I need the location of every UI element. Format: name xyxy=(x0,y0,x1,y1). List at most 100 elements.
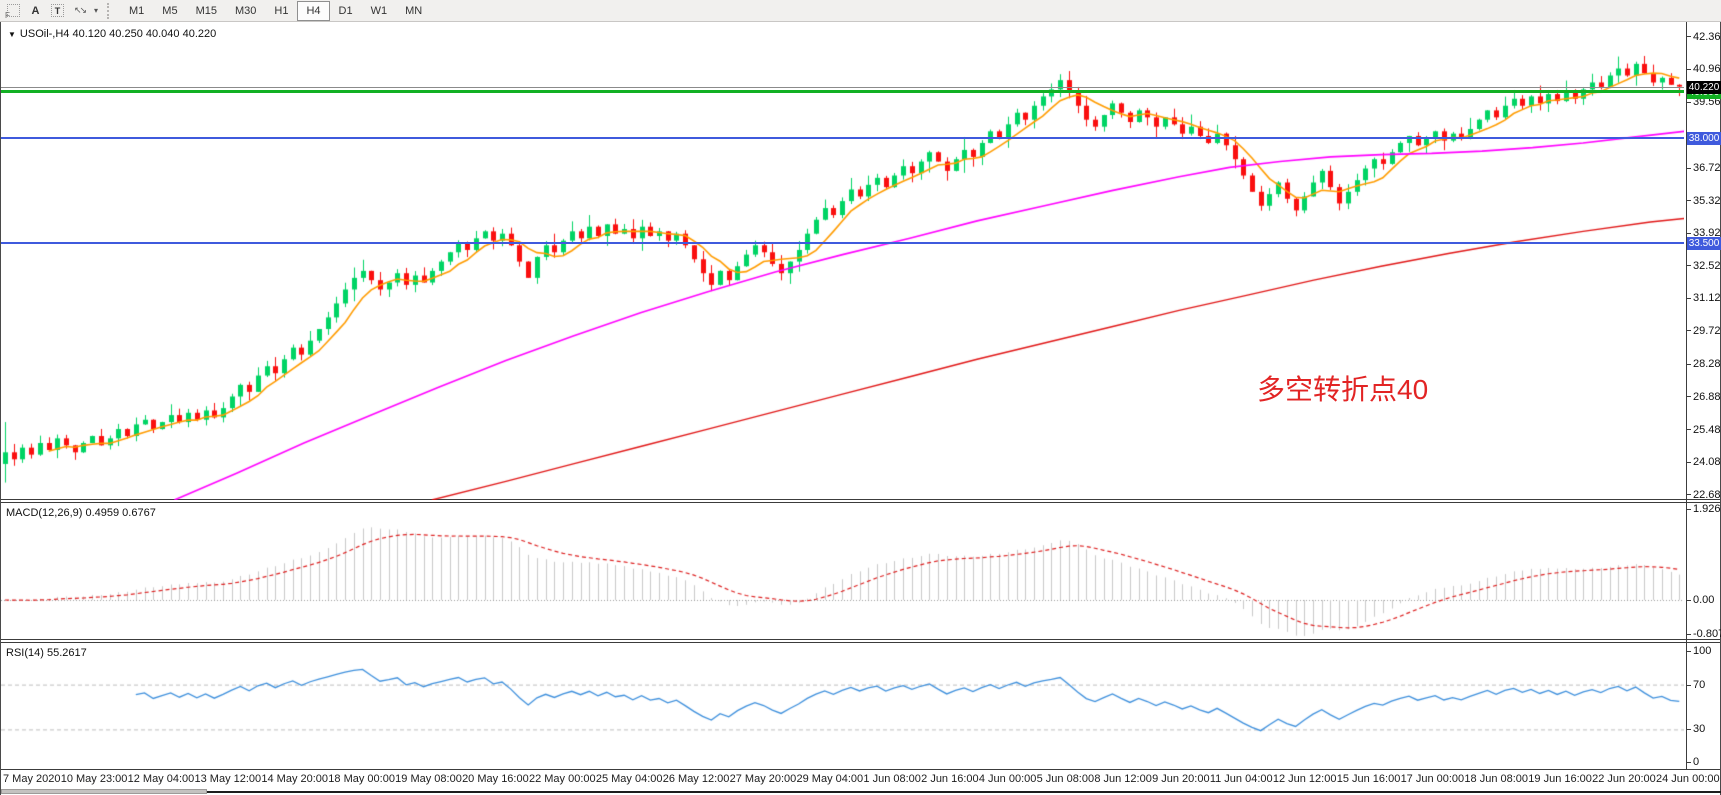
price-tick-label: 42.360 xyxy=(1693,30,1721,43)
rsi-tick-label: 100 xyxy=(1693,645,1712,657)
price-tick-mark xyxy=(1686,36,1691,38)
diagonal-arrows-glyph: ↖↘ xyxy=(73,5,87,15)
price-tick-label: 22.680 xyxy=(1693,488,1721,501)
scrollbar-track xyxy=(207,791,1721,793)
price-level-line[interactable] xyxy=(1,242,1684,244)
price-tick-mark xyxy=(1686,494,1691,496)
time-axis[interactable]: 7 May 2020 10 May 23:00 12 May 04:00 13 May… xyxy=(1,770,1721,788)
price-tick-label: 40.960 xyxy=(1693,63,1721,76)
price-tick-mark xyxy=(1686,429,1691,431)
macd-tick-mark xyxy=(1686,600,1691,601)
dotted-box-glyph xyxy=(51,4,64,17)
time-axis-label: 27 May 20:00 xyxy=(729,773,797,785)
macd-label: MACD(12,26,9) 0.4959 0.6767 xyxy=(6,507,156,519)
macd-tick-mark xyxy=(1686,509,1691,510)
time-axis-label: 10 May 23:00 xyxy=(60,773,128,785)
time-axis-label: 19 May 08:00 xyxy=(395,773,462,785)
price-tick-mark xyxy=(1686,461,1691,463)
bid-price-badge: 40.220 xyxy=(1687,81,1721,94)
scrollbar-thumb[interactable] xyxy=(1,789,207,794)
chart-window: 42.360 40.960 39.560 36.720 35.320 33.920 32.5… xyxy=(0,22,1721,795)
text-box-icon[interactable]: T xyxy=(47,2,68,20)
timeframe-w1-button[interactable]: W1 xyxy=(362,1,397,21)
macd-canvas[interactable] xyxy=(1,503,1684,639)
macd-tick-label: 1.9265 xyxy=(1693,503,1721,515)
rsi-tick-label: 0 xyxy=(1693,756,1700,768)
price-tick-mark xyxy=(1686,101,1691,103)
timeframe-mn-button[interactable]: MN xyxy=(396,1,431,21)
time-axis-label: 17 Jun 00:00 xyxy=(1400,773,1465,785)
price-level-badge: 33.500 xyxy=(1687,237,1721,250)
time-axis-label: 18 May 00:00 xyxy=(328,773,395,785)
timeframe-h1-button[interactable]: H1 xyxy=(265,1,297,21)
time-axis-label: 13 May 12:00 xyxy=(194,773,262,785)
time-axis-label: 7 May 2020 xyxy=(3,773,61,785)
price-tick-label: 32.520 xyxy=(1693,259,1721,272)
time-axis-label: 14 May 20:00 xyxy=(261,773,329,785)
text-label-icon[interactable]: A xyxy=(31,4,40,17)
dropdown-caret-icon[interactable]: ▾ xyxy=(93,6,98,15)
time-axis-label: 26 May 12:00 xyxy=(662,773,730,785)
time-axis-label: 29 May 04:00 xyxy=(796,773,864,785)
price-annotation-text: 多空转折点40 xyxy=(1257,374,1429,405)
time-axis-label: 15 Jun 16:00 xyxy=(1336,773,1401,785)
time-axis-label: 11 Jun 04:00 xyxy=(1209,773,1273,785)
rsi-panel: RSI(14) 55.2617 100 70 30 0 xyxy=(1,642,1720,770)
toolbar: F A T ↖↘ ▾ M1 M5 M15 M30 H1 H4 D1 W1 MN xyxy=(0,0,1721,22)
time-axis-label: 18 Jun 08:00 xyxy=(1464,773,1529,785)
time-axis-label: 19 Jun 16:00 xyxy=(1528,773,1592,785)
timeframe-d1-button[interactable]: D1 xyxy=(330,1,362,21)
chart-title-text: USOil-,H4 40.120 40.250 40.040 40.220 xyxy=(19,28,217,40)
macd-tick-label: 0.00 xyxy=(1693,594,1715,606)
price-tick-mark xyxy=(1686,363,1691,365)
timeframe-m15-button[interactable]: M15 xyxy=(187,1,226,21)
time-axis-label: 22 May 00:00 xyxy=(528,773,596,785)
time-axis-label: 24 Jun 00:00 xyxy=(1656,773,1720,785)
rsi-tick-mark xyxy=(1686,685,1691,686)
time-axis-label: 22 Jun 20:00 xyxy=(1592,773,1656,785)
price-chart-panel: 42.360 40.960 39.560 36.720 35.320 33.920 32.5… xyxy=(1,22,1721,501)
price-tick-label: 31.120 xyxy=(1693,292,1721,305)
timeframe-m1-button[interactable]: M1 xyxy=(120,1,153,21)
time-axis-label: 1 Jun 08:00 xyxy=(863,773,921,785)
price-tick-mark xyxy=(1686,68,1691,70)
time-axis-label: 25 May 04:00 xyxy=(595,773,663,785)
rsi-tick-label: 70 xyxy=(1693,679,1706,691)
price-tick-mark xyxy=(1686,396,1691,398)
price-tick-label: 28.280 xyxy=(1693,358,1721,371)
chart-title: ▼ USOil-,H4 40.120 40.250 40.040 40.220 xyxy=(8,28,216,40)
timeframe-h4-button[interactable]: H4 xyxy=(297,0,330,21)
price-tick-label: 26.880 xyxy=(1693,390,1721,403)
price-chart-canvas[interactable] xyxy=(1,22,1684,500)
price-axis[interactable] xyxy=(1687,22,1721,770)
price-level-line[interactable] xyxy=(1,90,1684,93)
rsi-tick-label: 30 xyxy=(1693,723,1706,735)
price-tick-mark xyxy=(1686,297,1691,299)
time-axis-label: 5 Jun 08:00 xyxy=(1036,773,1095,785)
dotted-grid-f-icon[interactable]: F xyxy=(3,2,24,20)
price-tick-label: 24.080 xyxy=(1693,456,1721,469)
macd-tick-mark xyxy=(1686,634,1691,635)
rsi-canvas[interactable] xyxy=(1,643,1684,769)
price-tick-label: 33.920 xyxy=(1693,227,1721,240)
rsi-tick-mark xyxy=(1686,651,1691,652)
price-tick-mark xyxy=(1686,200,1691,202)
rsi-tick-mark xyxy=(1686,729,1691,730)
price-level-badge: 38.000 xyxy=(1687,132,1721,145)
timeframe-m5-button[interactable]: M5 xyxy=(153,1,186,21)
price-tick-label: 29.720 xyxy=(1693,324,1721,337)
cursor-arrows-icon[interactable]: ↖↘ xyxy=(69,2,90,20)
time-axis-label: 9 Jun 20:00 xyxy=(1152,773,1210,785)
price-tick-mark xyxy=(1686,330,1691,332)
price-level-line[interactable] xyxy=(1,137,1684,139)
collapse-triangle-icon[interactable]: ▼ xyxy=(8,30,16,39)
price-tick-label: 39.560 xyxy=(1693,96,1721,108)
macd-panel: MACD(12,26,9) 0.4959 0.6767 1.9265 0.00 -0… xyxy=(1,502,1721,640)
timeframe-m30-button[interactable]: M30 xyxy=(226,1,265,21)
price-axis-separator-line xyxy=(1686,22,1687,770)
time-axis-label: 4 Jun 00:00 xyxy=(978,773,1037,785)
toolbar-drag-handle[interactable] xyxy=(107,2,114,19)
price-tick-label: 36.720 xyxy=(1693,162,1721,175)
time-axis-label: 2 Jun 16:00 xyxy=(921,773,979,785)
macd-tick-label: -0.8071 xyxy=(1693,628,1721,640)
